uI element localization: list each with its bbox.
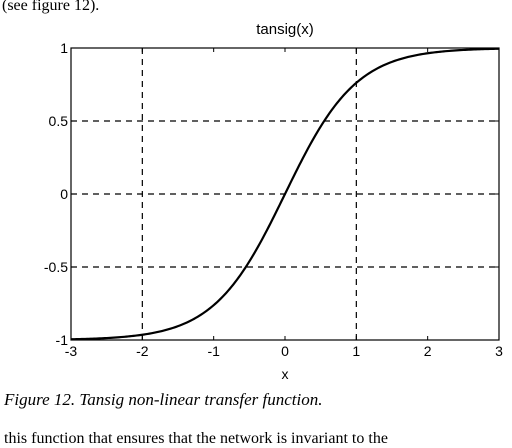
chart-title: tansig(x) <box>256 21 314 38</box>
x-tick-label: 3 <box>495 343 503 359</box>
y-tick-label: -1 <box>56 332 69 348</box>
y-tick-label: 0.5 <box>49 113 69 129</box>
x-tick-label: 2 <box>424 343 432 359</box>
document-text-bottom: this function that ensures that the netw… <box>4 430 388 447</box>
x-tick-label: -2 <box>136 343 149 359</box>
x-axis-label: x <box>282 366 289 382</box>
y-tick-label: 1 <box>60 40 68 56</box>
x-tick-label: -3 <box>65 343 78 359</box>
tansig-curve <box>70 47 500 341</box>
x-tick-label: 0 <box>281 343 289 359</box>
document-text-top: (see figure 12). <box>2 0 100 14</box>
x-tick-label: -1 <box>207 343 220 359</box>
axis-tick-labels: -3 -2 -1 0 1 2 3 -1 -0.5 0 0.5 1 <box>44 40 503 359</box>
figure-caption: Figure 12. Tansig non-linear transfer fu… <box>4 390 323 409</box>
y-tick-label: -0.5 <box>44 259 68 275</box>
y-tick-label: 0 <box>60 186 68 202</box>
x-tick-label: 1 <box>352 343 360 359</box>
